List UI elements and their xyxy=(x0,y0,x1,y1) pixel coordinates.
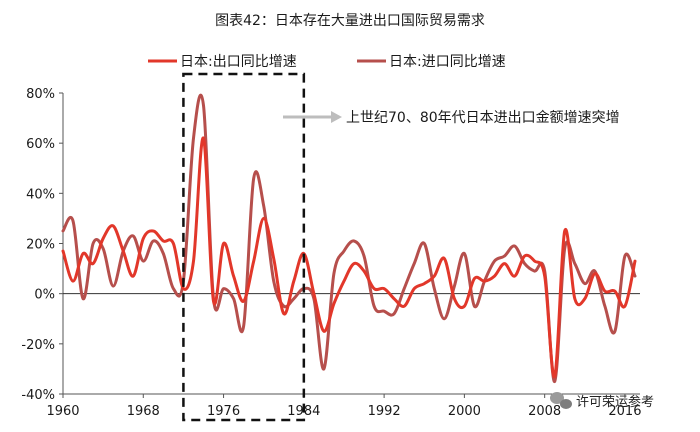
legend-item-import: 日本:进口同比增速 xyxy=(357,54,506,70)
y-tick-label: 80% xyxy=(26,87,55,102)
x-tick-label: 2000 xyxy=(448,404,481,419)
y-tick-label: 40% xyxy=(26,187,55,202)
chart-title: 图表42：日本存在大量进出口国际贸易需求 xyxy=(215,13,485,29)
y-tick-label: 20% xyxy=(26,238,55,253)
highlight-box xyxy=(182,72,306,422)
y-tick-label: 0% xyxy=(34,288,55,303)
x-tick-label: 1968 xyxy=(127,404,160,419)
annotation-arrow-icon xyxy=(283,111,342,123)
x-tick-label: 1992 xyxy=(368,404,401,419)
y-axis: 80% 60% 40% 20% 0% -20% -40% xyxy=(21,87,63,403)
annotation: 上世纪70、80年代日本进出口金额增速突增 xyxy=(283,110,620,126)
x-axis: 1960 1968 1976 1984 1992 2000 2008 2016 xyxy=(46,394,641,419)
wechat-icon xyxy=(550,392,572,409)
x-tick-label: 1976 xyxy=(207,404,240,419)
legend-item-export: 日本:出口同比增速 xyxy=(148,54,297,70)
y-tick-label: -20% xyxy=(21,338,55,353)
x-tick-label: 1960 xyxy=(46,404,79,419)
watermark-text: 许可荣运参考 xyxy=(576,394,654,410)
watermark: 许可荣运参考 xyxy=(550,392,654,410)
y-tick-label: -40% xyxy=(21,388,55,403)
legend: 日本:出口同比增速 日本:进口同比增速 xyxy=(148,54,506,70)
x-tick-label: 2016 xyxy=(608,404,641,419)
series-line-export xyxy=(61,136,637,378)
annotation-text: 上世纪70、80年代日本进出口金额增速突增 xyxy=(346,110,620,126)
x-tick-label: 2008 xyxy=(528,404,561,419)
legend-label-export: 日本:出口同比增速 xyxy=(180,54,297,70)
legend-label-import: 日本:进口同比增速 xyxy=(389,54,506,70)
y-tick-label: 60% xyxy=(26,137,55,152)
series-lines xyxy=(61,93,637,384)
